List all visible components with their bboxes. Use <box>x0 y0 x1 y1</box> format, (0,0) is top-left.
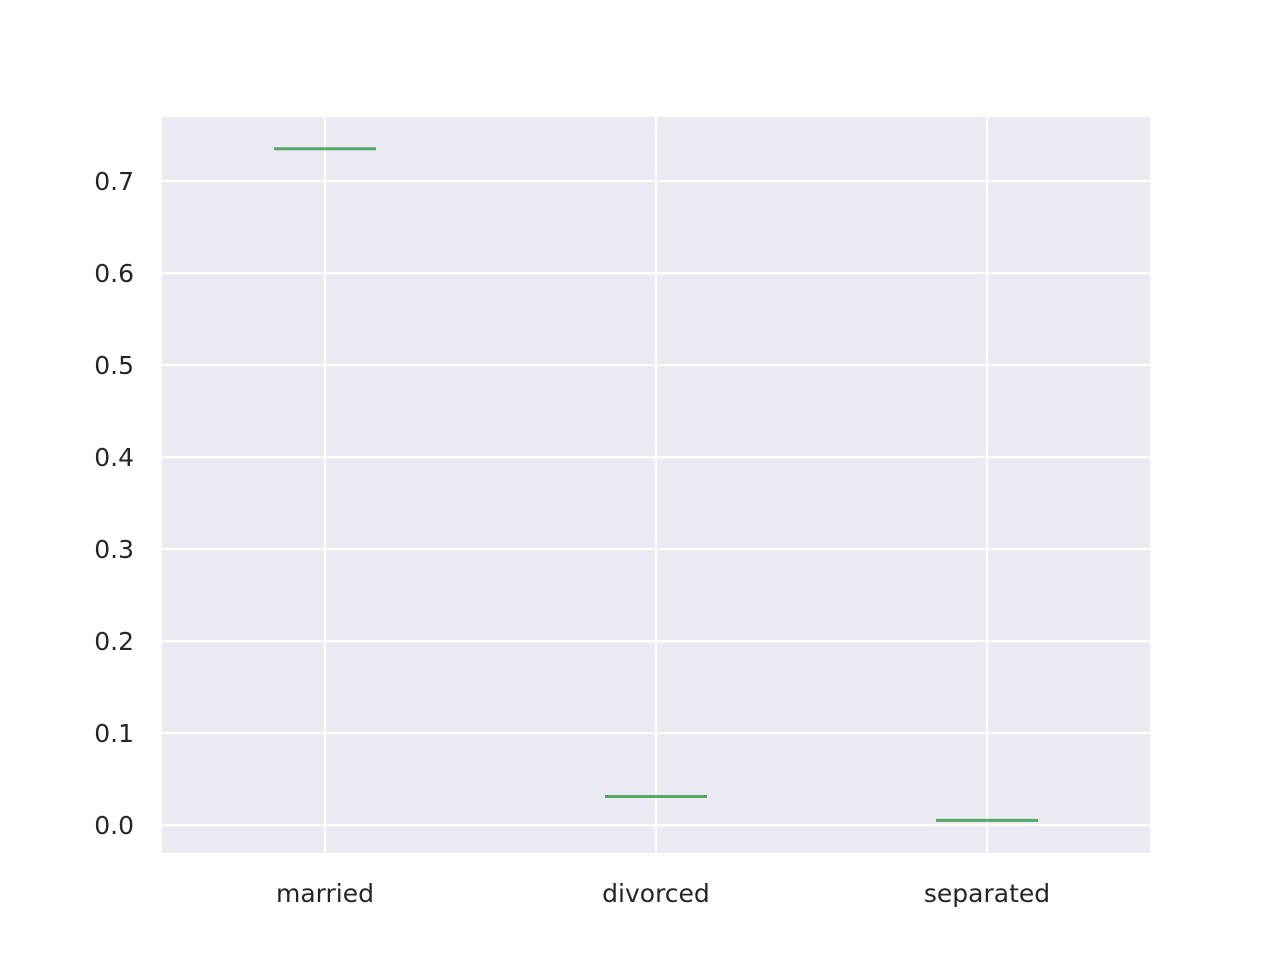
x-tick-labels: married divorced separated <box>276 879 1050 908</box>
x-tick-label-separated: separated <box>924 879 1050 908</box>
x-tick-label-divorced: divorced <box>602 879 710 908</box>
grid-lines <box>162 117 1150 853</box>
y-tick-label: 0.5 <box>94 351 134 380</box>
y-tick-label: 0.1 <box>94 719 134 748</box>
y-tick-label: 0.3 <box>94 535 134 564</box>
y-tick-label: 0.0 <box>94 811 134 840</box>
y-tick-label: 0.4 <box>94 443 134 472</box>
y-tick-labels: 0.0 0.1 0.2 0.3 0.4 0.5 0.6 0.7 <box>94 167 134 840</box>
y-tick-label: 0.6 <box>94 259 134 288</box>
y-tick-label: 0.2 <box>94 627 134 656</box>
data-marks <box>274 147 1038 822</box>
y-tick-label: 0.7 <box>94 167 134 196</box>
x-tick-label-married: married <box>276 879 374 908</box>
